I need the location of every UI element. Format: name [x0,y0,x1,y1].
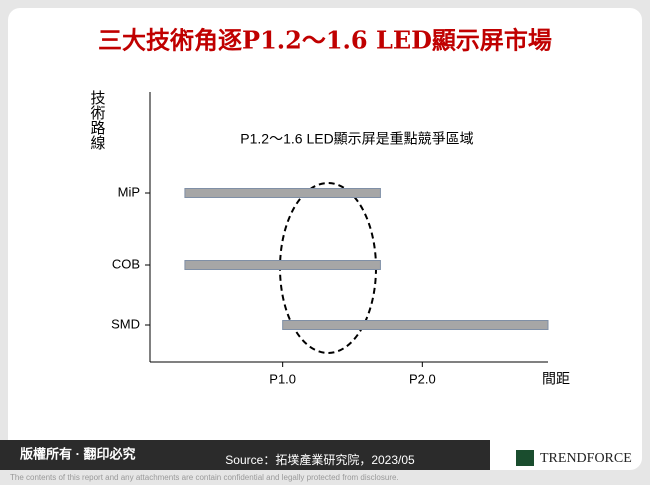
brand-logo [516,450,534,466]
y-tick-label: SMD [111,316,140,331]
annotation: P1.2～1.6 LED顯示屏是重點競爭區域 [240,131,473,147]
chart-title: 三大技術角逐P1.2～1.6 LED顯示屏市場 [98,26,552,55]
range-bar [184,260,381,270]
x-tick-label: P2.0 [409,371,436,386]
range-bar [184,188,381,198]
brand: TRENDFORCE [540,451,632,466]
source: Source：拓墣產業研究院，2023/05 [225,452,415,467]
range-bar [282,320,549,330]
x-axis-label: 間距 [542,371,570,387]
y-tick-label: COB [112,256,140,271]
footer-bar [0,440,490,470]
slide-frame [8,8,642,470]
y-tick-label: MiP [118,184,140,199]
y-axis-label: 技術路線 [89,90,106,150]
rights: 版權所有 · 翻印必究 [20,446,136,461]
x-tick-label: P1.0 [269,371,296,386]
disclaimer: The contents of this report and any atta… [10,473,399,482]
